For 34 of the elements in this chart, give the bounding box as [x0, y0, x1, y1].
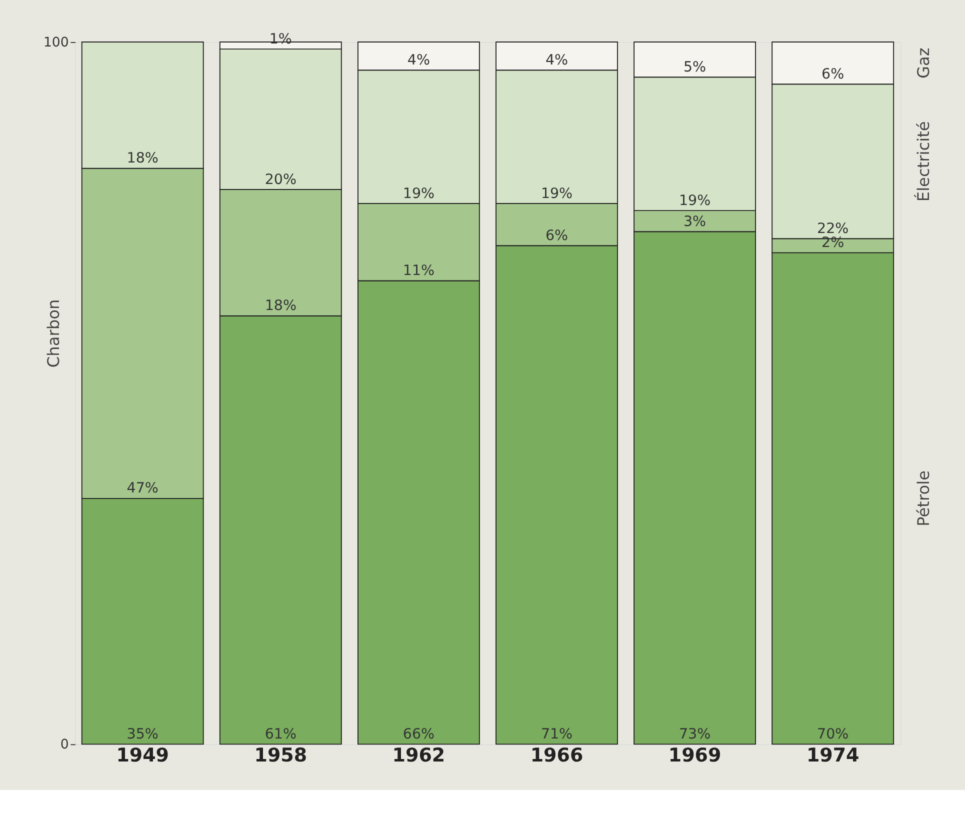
- data-label: 66%: [402, 726, 434, 742]
- data-label: 71%: [540, 726, 573, 742]
- data-label: 2%: [822, 234, 844, 251]
- data-label: 19%: [540, 186, 573, 202]
- data-label: 3%: [684, 214, 706, 230]
- x-tick-label: 1974: [806, 744, 860, 767]
- data-label: 22%: [817, 220, 849, 237]
- text: Pétrole: [914, 470, 933, 526]
- data-label: 4%: [545, 52, 568, 68]
- data-label: 47%: [126, 480, 158, 497]
- data-label: 5%: [684, 59, 706, 76]
- data-label: 61%: [264, 726, 296, 742]
- data-label: 19%: [402, 186, 434, 202]
- data-label: 6%: [822, 66, 844, 82]
- x-tick-label: 1958: [254, 744, 308, 767]
- text: Électricité: [914, 121, 933, 202]
- y-tick-label: 0: [60, 737, 69, 752]
- data-label: 18%: [264, 298, 296, 314]
- data-label: 20%: [264, 172, 296, 188]
- text: Charbon: [44, 299, 63, 368]
- data-label: 70%: [817, 726, 849, 742]
- data-label: 4%: [407, 52, 430, 68]
- data-label: 11%: [402, 263, 434, 280]
- data-label: 35%: [126, 726, 158, 742]
- x-tick-label: 1949: [116, 744, 169, 767]
- x-tick-label: 1966: [530, 744, 584, 767]
- x-tick-label: 1969: [668, 744, 722, 767]
- y-tick-label: 100: [43, 35, 69, 50]
- x-tick-label: 1962: [392, 744, 446, 767]
- text: Gaz: [914, 48, 933, 79]
- data-label: 73%: [678, 726, 711, 742]
- data-label: 6%: [545, 228, 568, 244]
- data-label: 19%: [678, 192, 711, 209]
- data-label: 18%: [126, 150, 158, 167]
